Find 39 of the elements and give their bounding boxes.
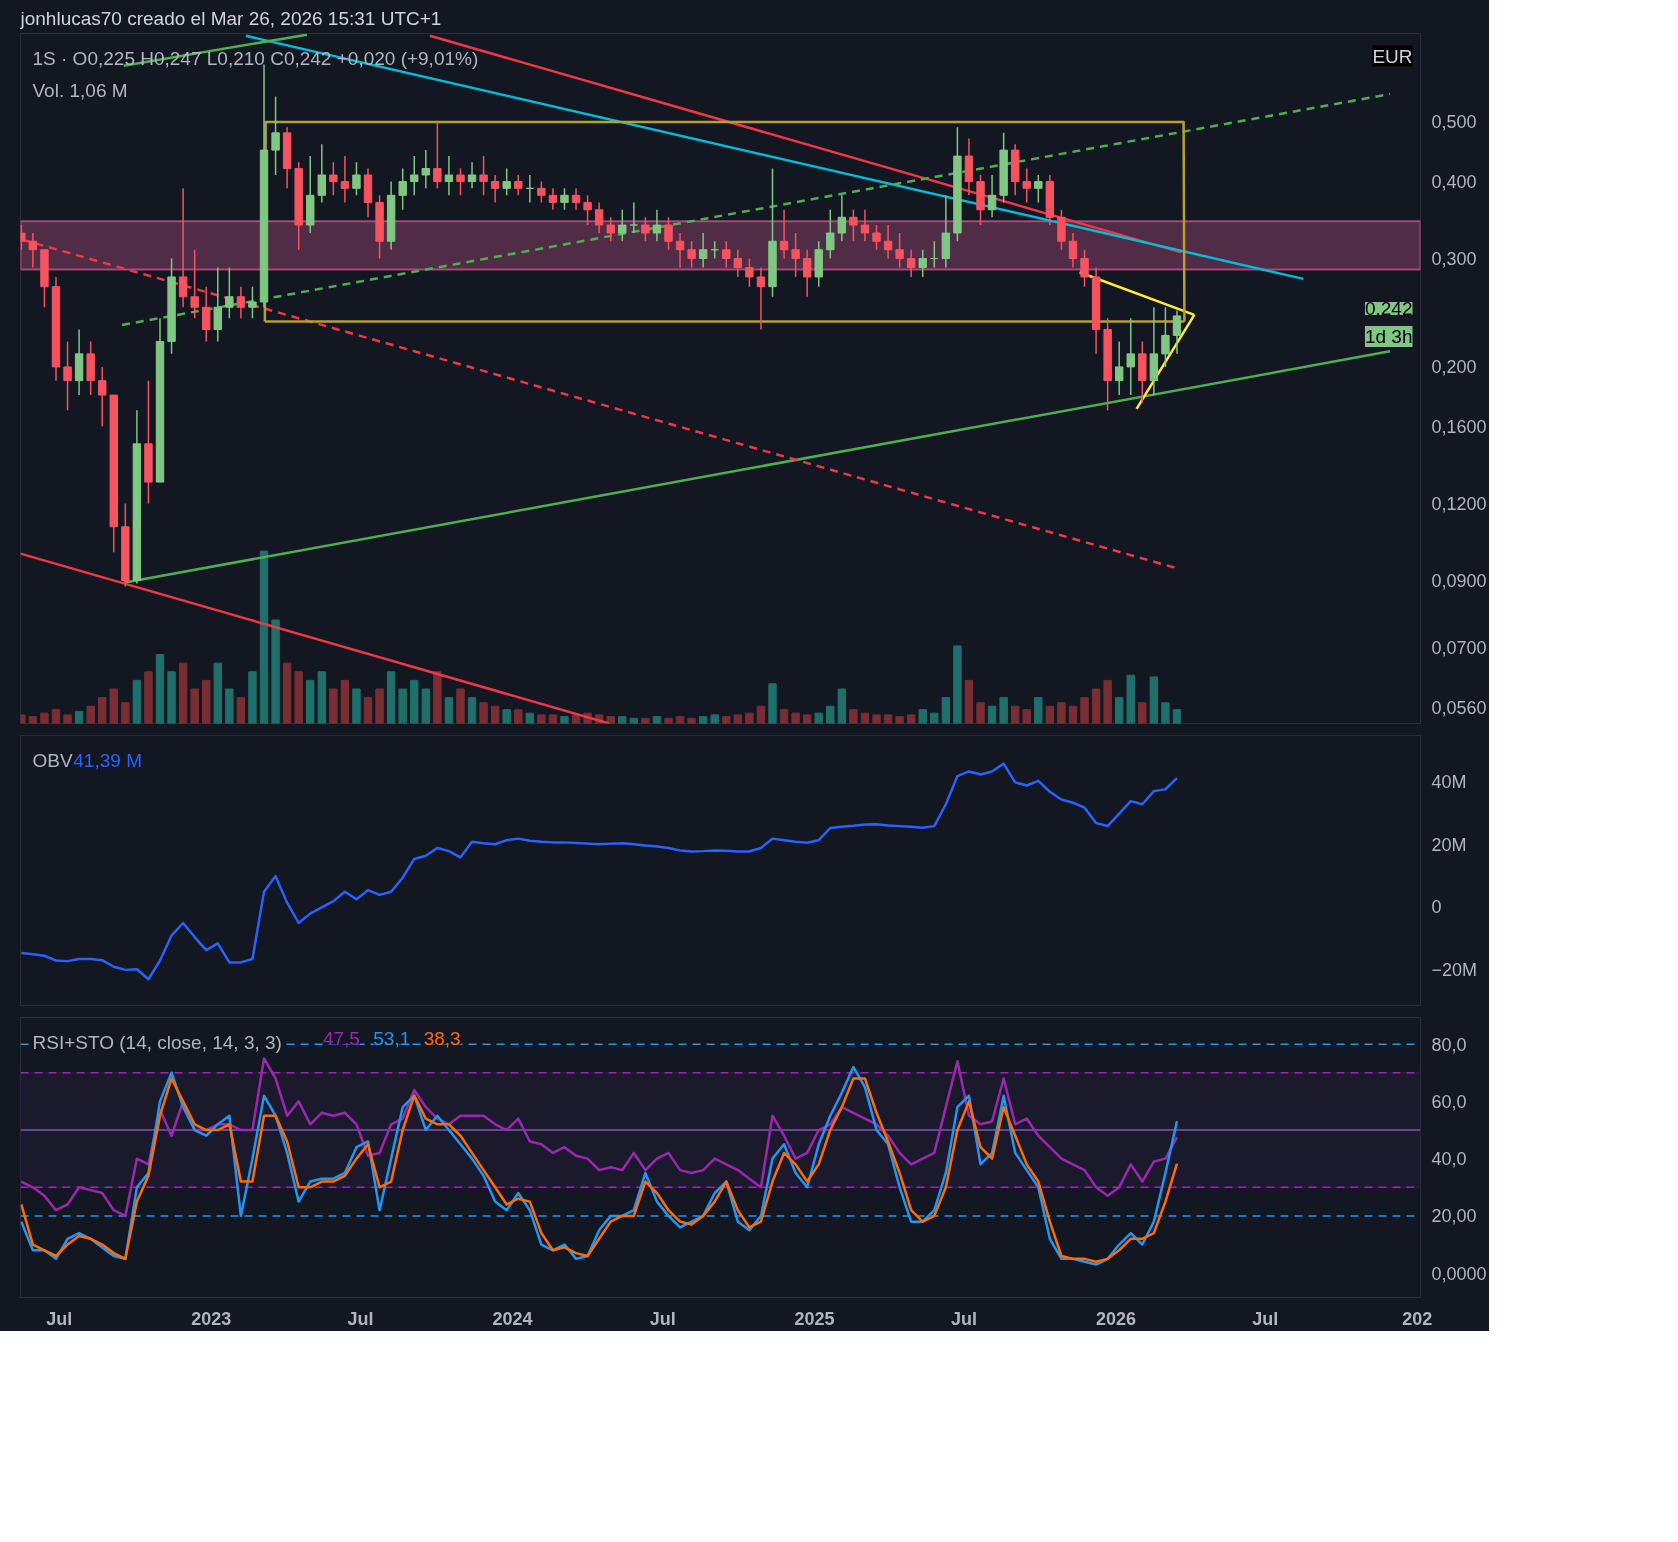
- y-tick-label: 60,0: [1431, 1091, 1467, 1112]
- y-tick-label: −20M: [1431, 959, 1478, 980]
- text: OBV: [32, 749, 73, 771]
- annotation: 1d 3h: [1364, 325, 1413, 347]
- y-tick-label: 0,0700: [1431, 638, 1487, 659]
- x-tick-label: Jul: [951, 1308, 978, 1329]
- y-tick-label: 0,400: [1431, 172, 1477, 193]
- annotation: 41,39 M: [73, 749, 142, 771]
- y-tick-label: 0,0900: [1431, 570, 1487, 591]
- y-tick-label: 0: [1431, 897, 1442, 918]
- annotation: EUR: [1372, 45, 1413, 67]
- x-tick-label: 2023: [191, 1308, 232, 1329]
- y-tick-label: 0,300: [1431, 249, 1477, 270]
- annotation: 53,1: [373, 1027, 411, 1049]
- x-tick-label: 2025: [794, 1308, 835, 1329]
- y-tick-label: 0,200: [1431, 357, 1477, 378]
- y-tick-label: 0,0560: [1431, 697, 1487, 718]
- x-tick-label: 2024: [492, 1308, 533, 1329]
- y-tick-label: 0,0000: [1431, 1263, 1487, 1284]
- x-tick-label: Jul: [1252, 1308, 1279, 1329]
- x-tick-label: Jul: [347, 1308, 374, 1329]
- y-tick-label: 20M: [1431, 834, 1467, 855]
- y-tick-label: 0,1200: [1431, 493, 1487, 514]
- annotation: 38,3: [423, 1027, 461, 1049]
- annotation: 47,5: [322, 1027, 360, 1049]
- y-tick-label: 0,1600: [1431, 417, 1487, 438]
- y-tick-label: 40M: [1431, 772, 1467, 793]
- y-tick-label: 80,0: [1431, 1034, 1467, 1055]
- annotation: 0,242: [1364, 297, 1413, 319]
- annotation: Vol. 1,06 M: [32, 79, 128, 101]
- x-tick-label: Jul: [46, 1308, 73, 1329]
- x-tick-label: 202: [1402, 1308, 1433, 1329]
- y-tick-label: 0,500: [1431, 112, 1477, 133]
- x-tick-label: Jul: [649, 1308, 676, 1329]
- y-tick-label: 20,00: [1431, 1206, 1477, 1227]
- chart-title: jonhlucas70 creado el Mar 26, 2026 15:31 UTC+1: [19, 7, 442, 29]
- y-tick-label: 40,0: [1431, 1149, 1467, 1170]
- text: RSI+STO (14, close, 14, 3, 3): [32, 1031, 282, 1053]
- x-tick-label: 2026: [1095, 1308, 1136, 1329]
